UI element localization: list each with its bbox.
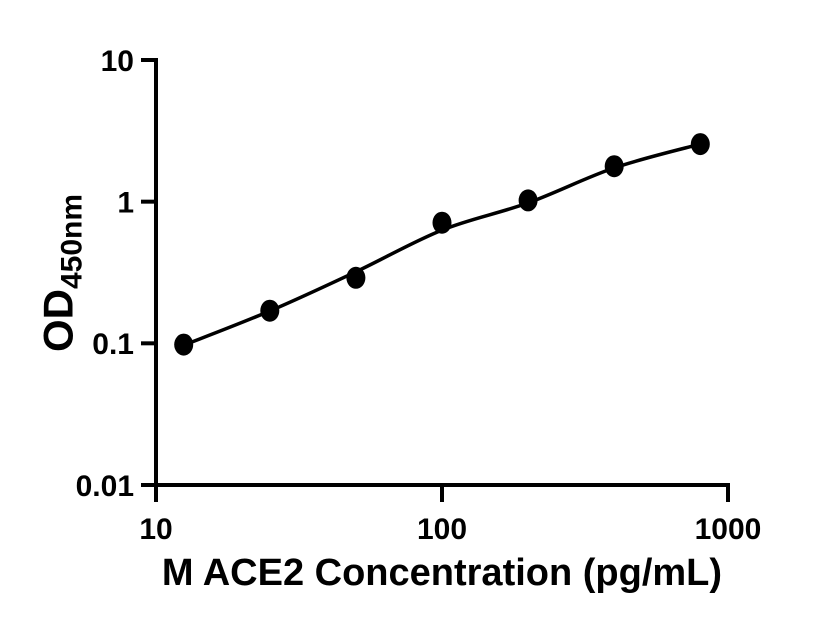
data-point <box>518 189 538 212</box>
y-tick-label: 0.01 <box>76 470 134 503</box>
y-axis-title-main: OD <box>34 289 82 353</box>
data-point <box>432 211 452 234</box>
x-tick-label: 1000 <box>695 513 762 546</box>
x-axis-title-text: M ACE2 Concentration (pg/mL) <box>161 552 723 594</box>
data-point <box>174 333 194 356</box>
data-point <box>346 266 366 289</box>
data-point <box>690 133 710 156</box>
y-axis-title: OD450nm <box>35 194 90 352</box>
data-point <box>260 299 280 322</box>
y-tick-label: 1 <box>117 186 134 219</box>
y-tick-label: 0.1 <box>92 328 134 361</box>
x-tick-label: 10 <box>139 513 172 546</box>
data-point <box>604 155 624 178</box>
y-axis-title-subscript: 450nm <box>55 193 89 290</box>
x-axis-title: M ACE2 Concentration (pg/mL) <box>156 552 728 596</box>
x-tick-label: 100 <box>417 513 467 546</box>
y-tick-label: 10 <box>101 45 134 78</box>
